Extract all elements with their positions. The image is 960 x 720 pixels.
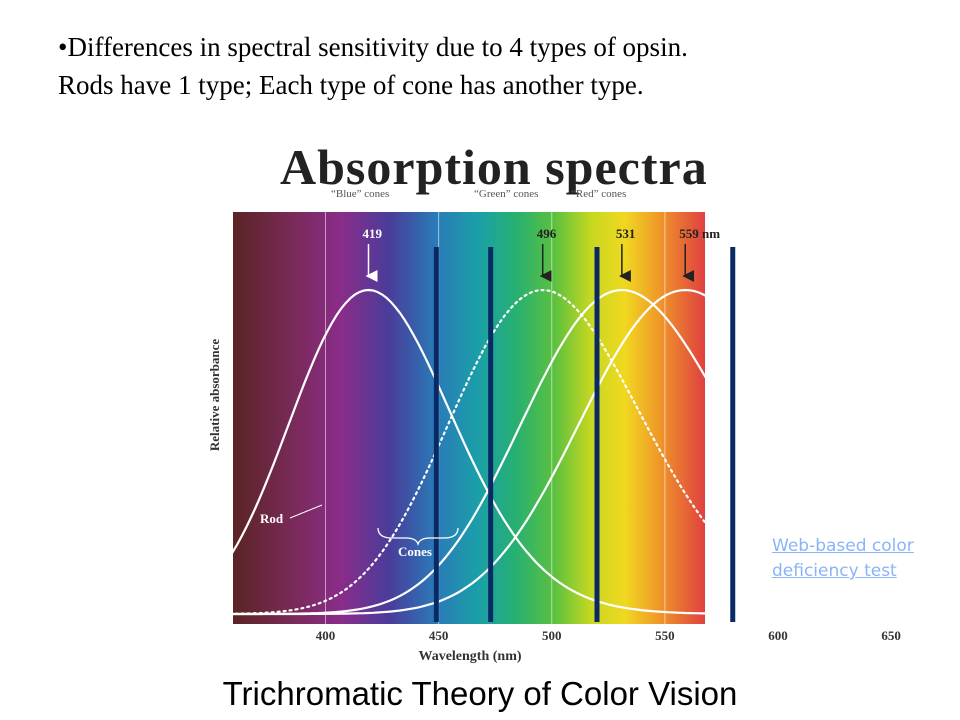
x-tick-label-600: 600 (768, 628, 788, 643)
peak-label-496: 496 (537, 226, 557, 241)
blue-cones-label: “Blue” cones (331, 188, 390, 200)
peak-label-531: 531 (616, 226, 636, 241)
x-tick-label-500: 500 (542, 628, 562, 643)
peak-arrow-group: 419 496 531 559 nm (362, 226, 720, 282)
annotation-rod: Rod (260, 511, 284, 526)
bullet-line-2: Rods have 1 type; Each type of cone has … (58, 70, 644, 100)
red-cones-label: “Red” cones (571, 188, 627, 200)
curve-red-cone (222, 288, 960, 616)
curve-rod (222, 289, 960, 615)
figure-title: Absorption spectra (280, 139, 708, 195)
x-tick-label-650: 650 (881, 628, 901, 643)
curve-green-cone (222, 288, 960, 616)
x-axis-label: Wavelength (nm) (418, 649, 521, 664)
peak-label-559: 559 nm (679, 226, 720, 241)
bullet-text: •Differences in spectral sensitivity due… (58, 28, 918, 104)
annotation-cones-brace (377, 527, 459, 547)
slide-title: Trichromatic Theory of Color Vision (222, 675, 738, 712)
x-tick-label-400: 400 (316, 628, 336, 643)
y-axis-label: Relative absorbance (207, 339, 222, 452)
annotation-rod-leader (289, 504, 323, 519)
grid-lines (325, 212, 892, 624)
curve-group (222, 288, 960, 616)
x-tick-group: 400 450 500 550 600 650 (316, 628, 901, 643)
green-cones-label: “Green” cones (474, 188, 539, 200)
marker-line-group (433, 247, 736, 622)
curve-blue-cone (222, 288, 960, 616)
x-tick-label-550: 550 (655, 628, 675, 643)
x-tick-label-450: 450 (429, 628, 449, 643)
peak-label-419: 419 (362, 226, 382, 241)
spectrum-background (233, 212, 705, 624)
color-deficiency-test-link[interactable]: Web-based color deficiency test (772, 536, 914, 581)
bullet-line-1: •Differences in spectral sensitivity due… (58, 32, 688, 62)
annotation-cones: Cones (398, 544, 432, 559)
